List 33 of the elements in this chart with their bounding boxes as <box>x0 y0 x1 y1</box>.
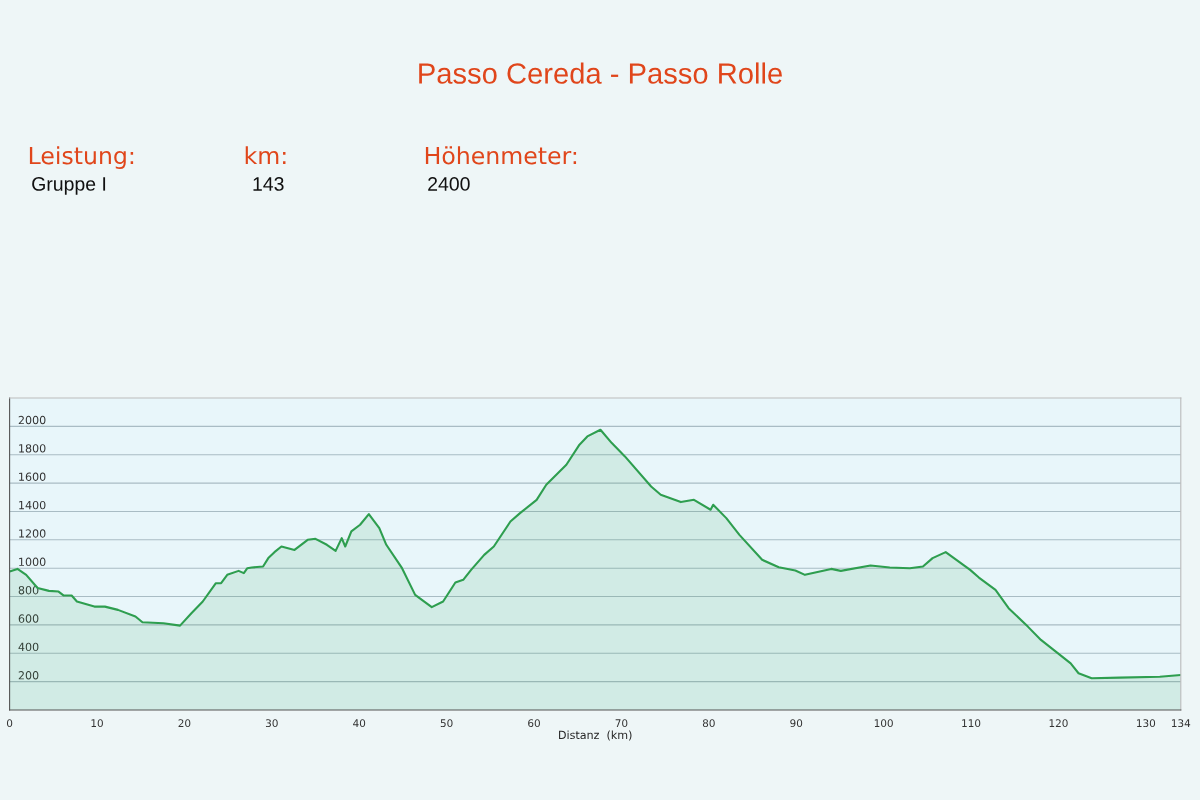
x-tick-label: 134 <box>1172 719 1191 728</box>
y-tick-label: 1400 <box>19 500 46 510</box>
chart-title: Passo Cereda - Passo Rolle <box>419 62 782 84</box>
x-tick-label: 40 <box>353 719 366 728</box>
y-tick-label: 1200 <box>19 529 46 538</box>
y-tick-label: 1000 <box>19 557 46 567</box>
text: 2400 <box>428 177 470 191</box>
y-tick-label: 600 <box>18 614 39 623</box>
x-tick-label: 80 <box>702 719 715 728</box>
x-tick-label: 90 <box>790 719 803 728</box>
text: Leistung: <box>29 146 134 170</box>
x-tick-label: 10 <box>91 719 103 728</box>
y-tick-label: 1800 <box>19 444 46 453</box>
y-tick-label: 800 <box>18 585 39 595</box>
text: km: <box>245 146 286 165</box>
x-tick-label: 60 <box>528 719 540 728</box>
y-tick-label: 2000 <box>18 415 46 425</box>
y-tick-label: 400 <box>18 642 39 652</box>
x-tick-label: 120 <box>1049 719 1068 728</box>
x-tick-label: 100 <box>874 719 893 728</box>
x-tick-label: 30 <box>265 719 278 728</box>
x-tick-label: 50 <box>440 719 453 728</box>
x-tick-label: 0 <box>6 719 13 728</box>
x-tick-label: 70 <box>615 719 628 728</box>
y-tick-label: 1600 <box>19 472 46 481</box>
text: 143 <box>253 177 284 191</box>
text: Höhenmeter: <box>425 146 577 165</box>
text: Gruppe I <box>32 177 106 195</box>
x-tick-label: 20 <box>178 719 191 728</box>
x-axis-title: Distanz (km) <box>559 730 632 741</box>
x-tick-label: 130 <box>1137 719 1156 728</box>
y-tick-label: 200 <box>18 671 39 680</box>
x-tick-label: 110 <box>962 719 981 728</box>
